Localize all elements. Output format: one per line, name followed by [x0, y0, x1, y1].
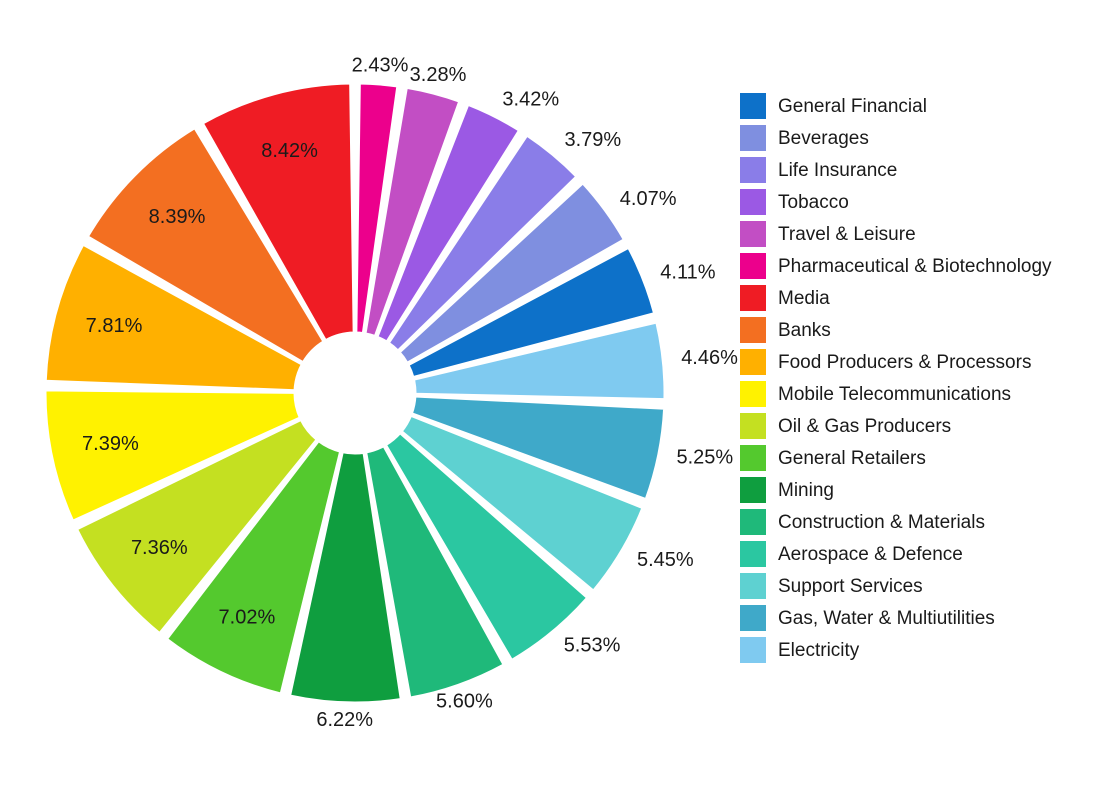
legend-swatch	[740, 221, 766, 247]
legend-item: Banks	[740, 314, 1052, 346]
legend-label: Banks	[778, 321, 831, 340]
legend-swatch	[740, 605, 766, 631]
legend-item: Construction & Materials	[740, 506, 1052, 538]
legend-swatch	[740, 573, 766, 599]
legend-label: Travel & Leisure	[778, 225, 916, 244]
legend-swatch	[740, 637, 766, 663]
legend-label: Mobile Telecommunications	[778, 385, 1011, 404]
slice-value-label: 7.02%	[219, 607, 276, 629]
chart-root: 8.42% 2.43%3.28% 3.42% 3.79% 4.07% 4.11% 4.46%…	[0, 0, 1110, 786]
slice-value-label: 4.07%	[620, 188, 677, 210]
legend-swatch	[740, 125, 766, 151]
legend-label: Construction & Materials	[778, 513, 985, 532]
legend-swatch	[740, 381, 766, 407]
legend-label: Electricity	[778, 641, 859, 660]
legend-swatch	[740, 317, 766, 343]
slice-value-label: 6.22%	[316, 709, 373, 731]
legend-label: Media	[778, 289, 830, 308]
legend-item: Media	[740, 282, 1052, 314]
legend-label: Food Producers & Processors	[778, 353, 1031, 372]
legend-item: Travel & Leisure	[740, 218, 1052, 250]
legend-swatch	[740, 541, 766, 567]
legend-item: Mobile Telecommunications	[740, 378, 1052, 410]
legend-item: Life Insurance	[740, 154, 1052, 186]
legend-swatch	[740, 253, 766, 279]
legend-label: Tobacco	[778, 193, 849, 212]
slice-value-label: 7.39%	[82, 433, 139, 455]
slice-value-label: 7.81%	[86, 315, 143, 337]
slice-value-label: 8.42%	[261, 140, 318, 162]
legend-swatch	[740, 349, 766, 375]
legend-item: Aerospace & Defence	[740, 538, 1052, 570]
legend-item: Pharmaceutical & Biotechnology	[740, 250, 1052, 282]
slice-value-label: 3.79%	[565, 129, 622, 151]
slice-value-label: 4.11%	[660, 261, 715, 283]
legend-item: Support Services	[740, 570, 1052, 602]
legend-swatch	[740, 189, 766, 215]
legend-label: Pharmaceutical & Biotechnology	[778, 257, 1052, 276]
slice-value-label: 3.42%	[502, 88, 559, 110]
slice-value-label: 8.39%	[149, 206, 206, 228]
slice-value-label: 5.60%	[436, 690, 493, 712]
legend-label: Gas, Water & Multiutilities	[778, 609, 995, 628]
legend-label: Beverages	[778, 129, 869, 148]
slice-value-label: 4.46%	[681, 347, 738, 369]
legend-item: Gas, Water & Multiutilities	[740, 602, 1052, 634]
legend-swatch	[740, 157, 766, 183]
legend-label: General Retailers	[778, 449, 926, 468]
legend: General Financial Beverages Life Insurance…	[740, 90, 1052, 666]
legend-label: Life Insurance	[778, 161, 897, 180]
legend-swatch	[740, 509, 766, 535]
legend-label: General Financial	[778, 97, 927, 116]
legend-item: Electricity	[740, 634, 1052, 666]
legend-swatch	[740, 93, 766, 119]
legend-item: General Financial	[740, 90, 1052, 122]
slice-value-label: 7.36%	[131, 537, 188, 559]
legend-swatch	[740, 285, 766, 311]
slice-value-label: 2.43%	[352, 54, 409, 76]
legend-label: Oil & Gas Producers	[778, 417, 951, 436]
slice-value-label: 5.25%	[677, 446, 734, 468]
pie-slices	[45, 83, 665, 703]
legend-item: Oil & Gas Producers	[740, 410, 1052, 442]
legend-swatch	[740, 477, 766, 503]
legend-label: Mining	[778, 481, 834, 500]
legend-item: Tobacco	[740, 186, 1052, 218]
slice-value-label: 5.53%	[564, 634, 621, 656]
legend-item: General Retailers	[740, 442, 1052, 474]
slice-value-label: 5.45%	[637, 549, 694, 571]
legend-label: Aerospace & Defence	[778, 545, 963, 564]
legend-swatch	[740, 445, 766, 471]
legend-label: Support Services	[778, 577, 923, 596]
legend-item: Mining	[740, 474, 1052, 506]
slice-value-label: 3.28%	[410, 64, 467, 86]
legend-item: Beverages	[740, 122, 1052, 154]
legend-item: Food Producers & Processors	[740, 346, 1052, 378]
legend-swatch	[740, 413, 766, 439]
